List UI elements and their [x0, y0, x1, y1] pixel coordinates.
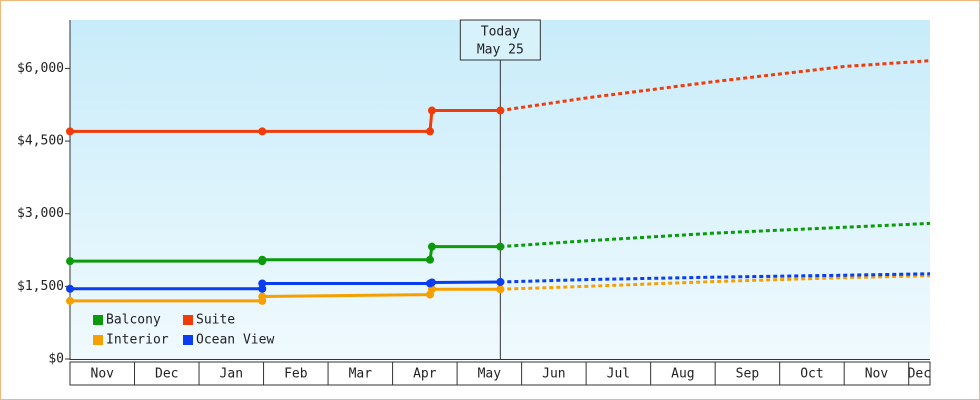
point — [258, 127, 267, 136]
legend-label: Balcony — [106, 313, 161, 328]
today-label: Today — [481, 25, 520, 40]
x-tick-label: Jan — [220, 367, 243, 382]
legend-label: Ocean View — [196, 333, 274, 348]
y-tick-label: $3,000 — [17, 206, 64, 221]
point — [258, 292, 267, 301]
point — [258, 279, 267, 288]
legend-label: Interior — [106, 333, 169, 348]
point — [66, 296, 74, 305]
today-label: May 25 — [477, 43, 524, 58]
point — [66, 284, 74, 293]
point — [496, 106, 505, 115]
y-tick-label: $1,500 — [17, 279, 64, 294]
forecast-line — [500, 274, 931, 291]
x-tick-label: Feb — [284, 367, 308, 382]
legend-swatch — [183, 335, 193, 345]
y-tick-label: $4,500 — [17, 134, 64, 149]
forecast-line — [500, 221, 931, 249]
x-tick-label: Nov — [91, 367, 115, 382]
point — [66, 127, 74, 136]
point — [427, 106, 436, 115]
x-tick-label: Oct — [800, 367, 823, 382]
x-tick-label: Sep — [736, 367, 760, 382]
series-line — [70, 280, 501, 291]
point — [427, 242, 436, 251]
series-line — [70, 287, 501, 303]
x-tick-label: Dec — [155, 367, 178, 382]
x-tick-label: Aug — [671, 367, 694, 382]
x-tick-label: May — [478, 367, 502, 382]
legend-swatch — [93, 315, 103, 325]
y-tick-label: $6,000 — [17, 61, 64, 76]
point — [426, 255, 434, 264]
point — [496, 277, 505, 286]
point — [426, 127, 434, 136]
forecast-line — [500, 59, 931, 113]
point — [427, 278, 436, 287]
series-line — [70, 245, 501, 263]
today-box — [459, 19, 541, 61]
x-tick-label: Apr — [413, 367, 437, 382]
point — [66, 257, 74, 266]
legend-label: Suite — [196, 313, 235, 328]
legend-swatch — [93, 335, 103, 345]
x-tick-label: Mar — [349, 367, 373, 382]
legend-swatch — [183, 315, 193, 325]
forecast-line — [500, 272, 931, 284]
x-tick-label: Dec — [908, 367, 931, 382]
y-tick-label: $0 — [48, 352, 64, 367]
point — [496, 242, 505, 251]
point — [258, 255, 267, 264]
point — [496, 285, 505, 294]
x-tick-label: Jul — [607, 367, 630, 382]
x-tick-label: Jun — [542, 367, 565, 382]
x-tick-label: Nov — [865, 367, 889, 382]
